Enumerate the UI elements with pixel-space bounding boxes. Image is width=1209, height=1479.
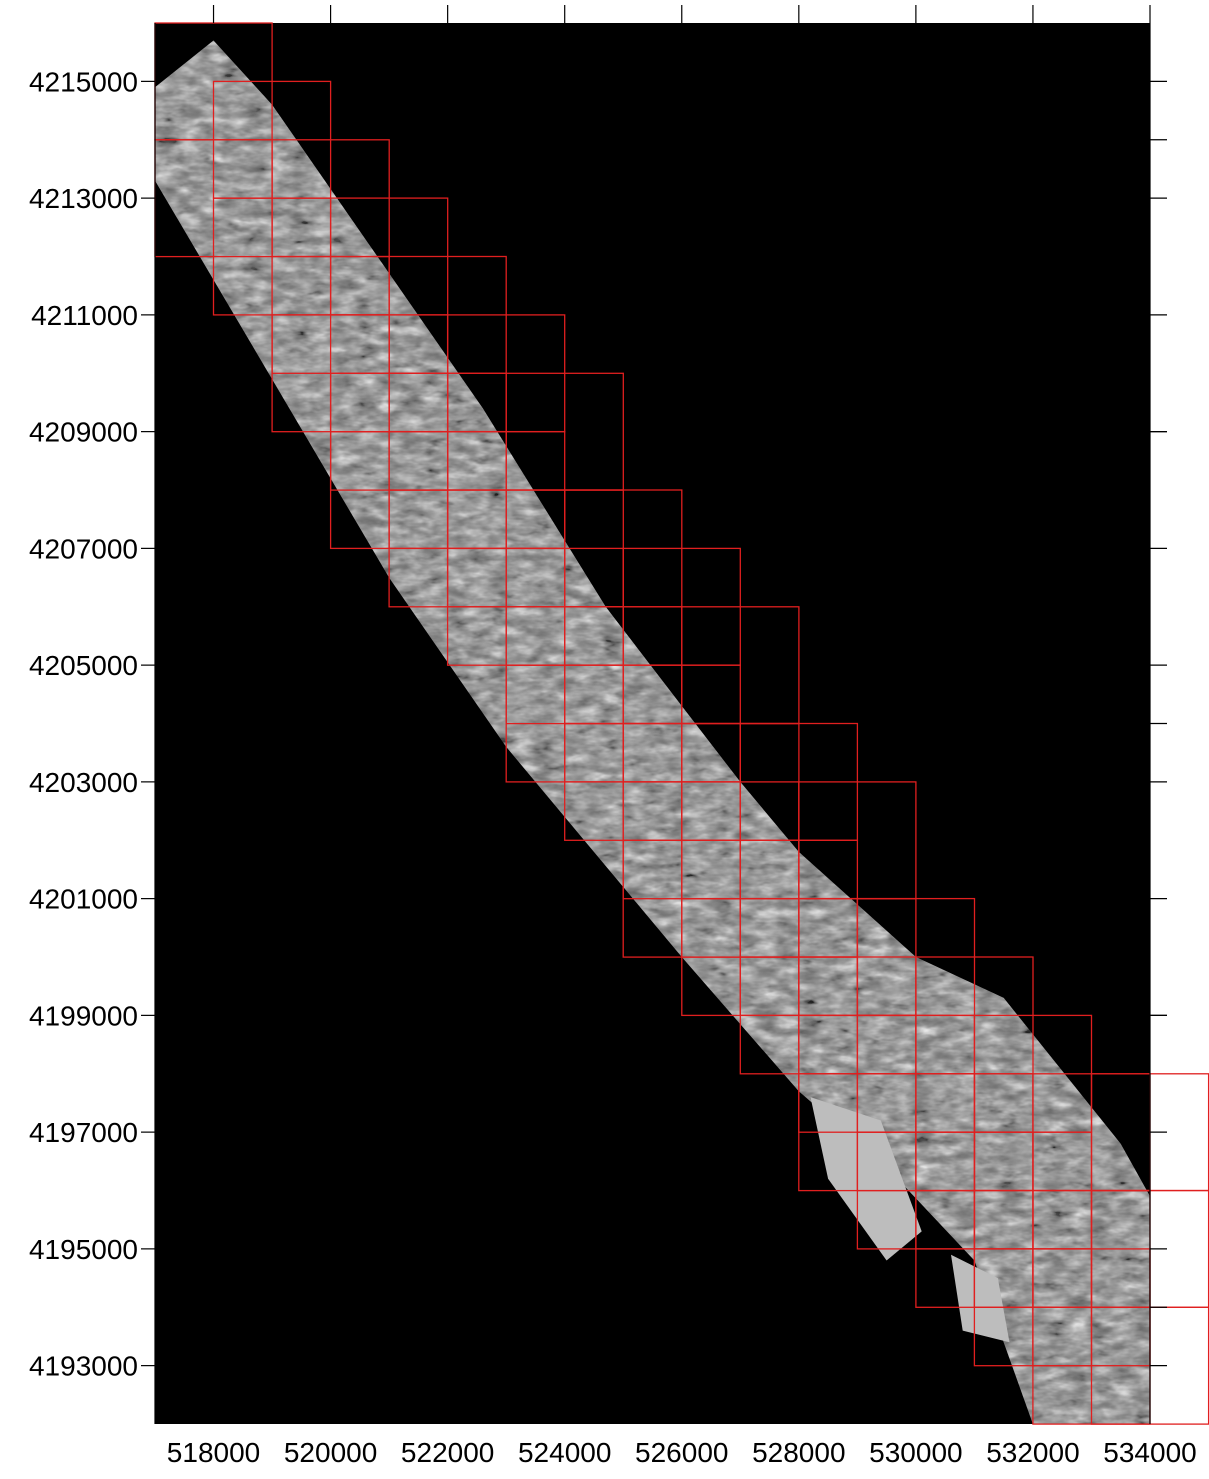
x-tick-label: 518000 xyxy=(167,1437,260,1468)
shaded-relief-layer xyxy=(155,40,1150,1424)
light-patch-layer xyxy=(810,1097,1010,1343)
x-tick-label: 530000 xyxy=(869,1437,962,1468)
y-tick-label: 4205000 xyxy=(29,650,138,681)
x-tick-label: 526000 xyxy=(635,1437,728,1468)
y-tick-label: 4215000 xyxy=(29,66,138,97)
light-patch xyxy=(951,1254,1010,1343)
x-tick-label: 520000 xyxy=(284,1437,377,1468)
y-tick-label: 4199000 xyxy=(29,1000,138,1031)
y-tick-label: 4211000 xyxy=(31,300,138,331)
y-tick-label: 4193000 xyxy=(29,1351,138,1382)
x-tick-label: 534000 xyxy=(1103,1437,1196,1468)
x-tick-label: 532000 xyxy=(986,1437,1079,1468)
relief-strip-texture xyxy=(155,40,1150,1424)
y-tick-label: 4213000 xyxy=(29,183,138,214)
x-tick-label: 528000 xyxy=(752,1437,845,1468)
y-tick-label: 4197000 xyxy=(29,1117,138,1148)
light-patch xyxy=(810,1097,922,1261)
y-tick-label: 4203000 xyxy=(29,767,138,798)
y-tick-label: 4207000 xyxy=(29,533,138,564)
y-tick-label: 4195000 xyxy=(29,1234,138,1265)
y-tick-label: 4209000 xyxy=(29,417,138,448)
y-tick-label: 4201000 xyxy=(29,884,138,915)
axes: 518000 520000 522000 524000 526000 528000 5300… xyxy=(29,5,1197,1468)
x-tick-label: 522000 xyxy=(401,1437,494,1468)
x-tick-label: 524000 xyxy=(518,1437,611,1468)
